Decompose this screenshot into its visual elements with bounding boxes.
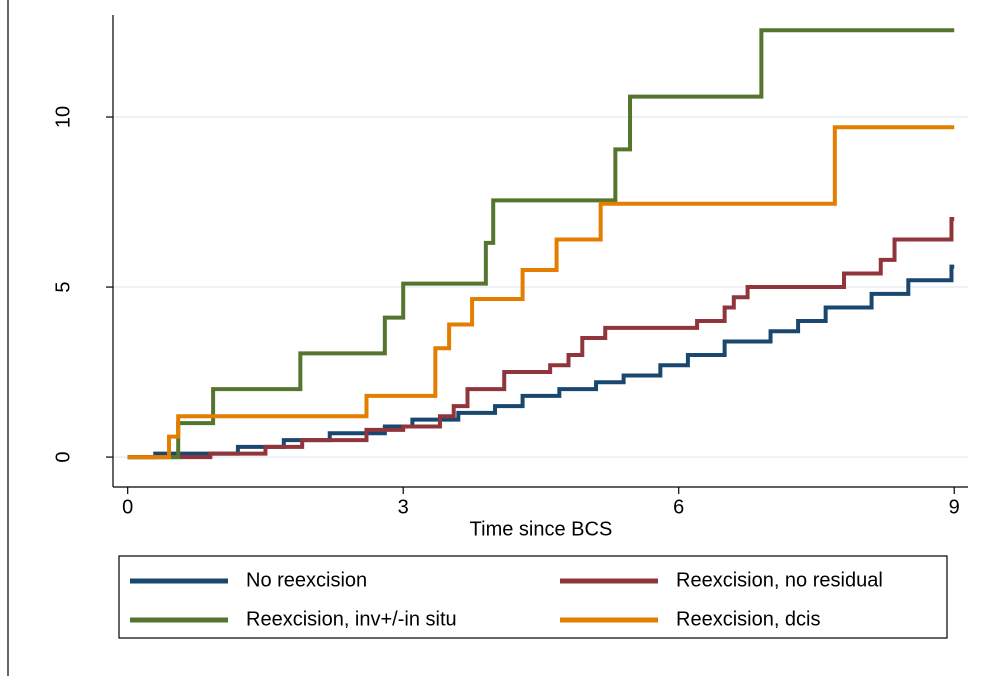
legend-label: Reexcision, dcis [676, 608, 821, 630]
legend-label: Reexcision, no residual [676, 569, 883, 591]
y-tick-label: 5 [52, 281, 74, 292]
x-tick-label: 0 [122, 496, 133, 518]
x-tick-label: 9 [949, 496, 960, 518]
series-line [127, 217, 955, 460]
legend-label: No reexcision [246, 569, 367, 591]
legend-box [118, 555, 948, 639]
x-tick-label: 3 [398, 496, 409, 518]
x-axis-title: Time since BCS [470, 518, 613, 540]
legend-label: Reexcision, inv+/-in situ [246, 608, 457, 630]
series-line [127, 28, 955, 460]
series-line [127, 125, 955, 460]
x-tick-label: 6 [673, 496, 684, 518]
series-line [127, 264, 955, 460]
y-tick-label: 10 [52, 106, 74, 128]
y-tick-label: 0 [52, 452, 74, 463]
